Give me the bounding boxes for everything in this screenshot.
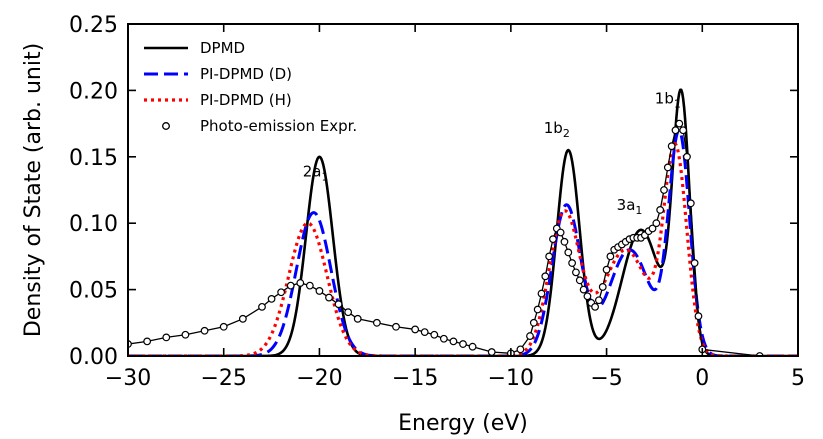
data-point — [602, 265, 611, 274]
legend-marker — [162, 122, 170, 130]
legend-label: PI-DPMD (H) — [200, 91, 292, 109]
x-tick-label: −30 — [105, 366, 151, 391]
data-point — [648, 224, 657, 233]
x-tick-label: −5 — [590, 366, 622, 391]
data-point — [656, 206, 665, 214]
peak-label: 2a1 — [303, 163, 329, 184]
x-tick-label: −20 — [296, 366, 342, 391]
data-point — [468, 342, 477, 351]
legend-item: Photo-emission Expr. — [162, 117, 357, 135]
data-point — [541, 272, 550, 281]
data-point — [267, 295, 276, 303]
data-point — [549, 235, 557, 244]
data-point — [572, 268, 580, 277]
x-tick-label: −25 — [200, 366, 246, 391]
x-tick-label: 0 — [695, 366, 709, 391]
y-tick-label: 0.00 — [69, 345, 118, 370]
plot-frame — [127, 23, 799, 357]
legend-item: PI-DPMD (H) — [144, 91, 292, 109]
data-point — [690, 259, 699, 267]
data-point — [537, 289, 546, 298]
data-point — [598, 283, 607, 291]
data-point — [591, 302, 599, 311]
peak-label: 3a1 — [617, 196, 643, 217]
data-point — [660, 186, 668, 194]
legend-label: Photo-emission Expr. — [200, 117, 357, 135]
data-point — [296, 279, 305, 287]
data-point — [439, 334, 448, 343]
series-line-0 — [128, 88, 798, 356]
data-point — [420, 328, 429, 337]
legend-label: PI-DPMD (D) — [200, 65, 292, 83]
data-point — [411, 325, 420, 334]
data-point — [556, 228, 565, 237]
x-tick-label: −10 — [488, 366, 534, 391]
data-point — [564, 248, 573, 257]
data-point — [516, 345, 525, 354]
peak-label: 1b2 — [544, 119, 570, 140]
data-point — [694, 312, 703, 321]
data-point — [325, 293, 333, 302]
data-point — [679, 126, 688, 135]
data-point — [392, 322, 400, 331]
x-axis-label: Energy (eV) — [398, 411, 528, 436]
data-point — [526, 332, 534, 340]
data-point — [675, 119, 684, 128]
data-point — [545, 252, 554, 261]
data-point — [181, 330, 190, 339]
peak-label: 1b1 — [655, 90, 681, 111]
data-point — [663, 163, 672, 172]
y-tick-label: 0.25 — [69, 13, 118, 38]
data-point — [671, 126, 680, 135]
data-point — [459, 340, 467, 348]
x-tick-label: −15 — [392, 366, 438, 391]
legend-item: DPMD — [144, 39, 245, 57]
data-point — [529, 318, 538, 327]
y-tick-label: 0.05 — [69, 279, 118, 304]
x-tick-label: 5 — [791, 366, 805, 391]
data-point — [683, 152, 691, 161]
data-point — [579, 285, 588, 294]
data-point — [238, 314, 247, 323]
data-point — [606, 252, 615, 261]
y-axis-label: Density of State (arb. unit) — [21, 43, 46, 337]
data-point — [353, 314, 362, 323]
data-point — [652, 219, 661, 228]
data-point — [560, 237, 569, 246]
y-tick-label: 0.10 — [69, 212, 118, 237]
legend-label: DPMD — [200, 39, 245, 57]
data-point — [533, 305, 542, 314]
data-point — [162, 333, 171, 342]
data-point — [305, 281, 314, 290]
data-point — [315, 287, 324, 295]
data-point — [344, 308, 353, 317]
data-point — [219, 322, 228, 331]
data-point — [334, 300, 343, 309]
data-point — [595, 296, 603, 305]
legend: DPMD PI-DPMD (D) PI-DPMD (H) Photo-emission… — [144, 39, 357, 135]
y-tick-label: 0.20 — [69, 79, 118, 104]
data-point — [568, 259, 577, 267]
data-point — [258, 302, 266, 311]
data-point — [583, 292, 592, 301]
data-point — [277, 288, 286, 297]
y-tick-label: 0.15 — [69, 146, 118, 171]
data-point — [286, 281, 295, 290]
data-point — [449, 337, 458, 346]
data-point — [487, 348, 496, 356]
legend-item: PI-DPMD (D) — [144, 65, 292, 83]
data-point — [575, 276, 584, 285]
data-point — [372, 318, 381, 327]
data-point — [200, 326, 209, 335]
data-point — [667, 142, 676, 151]
axes: −30 −25 −20 −15 −10 −5 0 5 0.00 0.05 0.10 0.15 0.20 0… — [69, 13, 805, 391]
data-point — [143, 337, 152, 346]
data-point — [686, 199, 695, 208]
data-point — [430, 330, 439, 339]
